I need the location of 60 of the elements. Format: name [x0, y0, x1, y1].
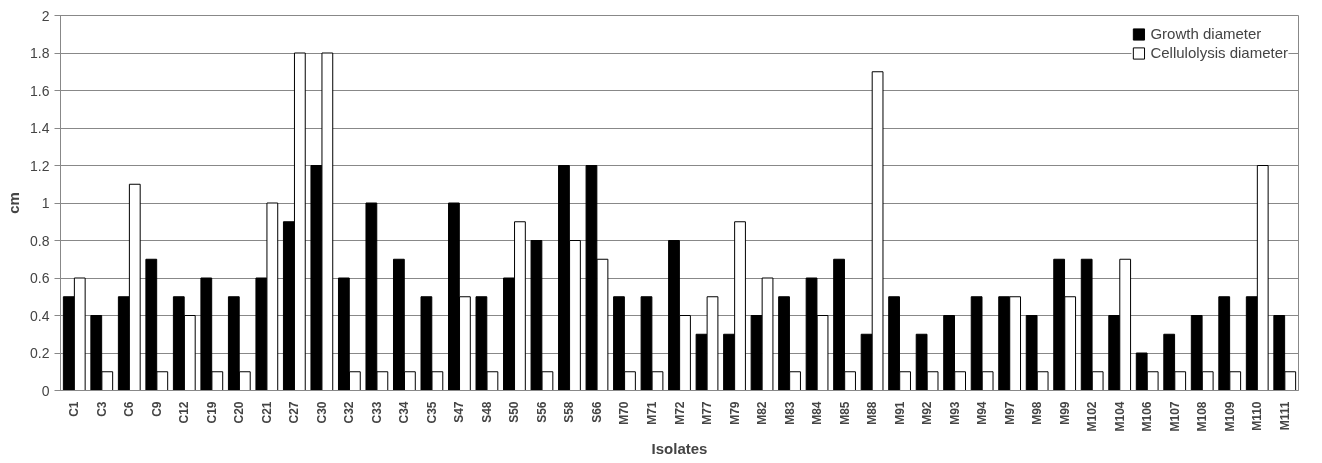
x-tick-label: C1: [67, 401, 82, 417]
x-tick-label: C32: [342, 401, 357, 424]
x-tick-label: M93: [947, 401, 962, 425]
x-tick-label: M98: [1030, 401, 1045, 425]
x-tick-label: M84: [810, 401, 825, 425]
x-axis-title: Isolates: [651, 439, 708, 457]
x-tick-label: C33: [369, 401, 384, 424]
x-tick-label: M82: [755, 401, 770, 425]
x-tick-label: M108: [1195, 401, 1210, 432]
y-tick-label: 0.2: [30, 345, 50, 361]
x-tick-label: C6: [122, 401, 137, 417]
x-tick-label: M99: [1057, 401, 1072, 425]
x-tick-label: M91: [892, 401, 907, 425]
x-tick-label: S47: [452, 401, 467, 423]
legend-label: Growth diameter: [1150, 25, 1262, 42]
x-tick-label: S50: [507, 401, 522, 423]
y-tick-label: 2: [41, 7, 50, 24]
y-tick-label: 0: [41, 382, 50, 399]
x-tick-label: S58: [562, 401, 577, 423]
x-tick-label: M92: [920, 401, 935, 425]
x-tick-label: M88: [865, 401, 880, 425]
x-tick-label: C9: [149, 401, 164, 417]
y-tick-label: 1.6: [30, 82, 50, 99]
x-tick-label: C12: [177, 401, 192, 424]
x-tick-label: C21: [259, 401, 274, 424]
y-tick-label: 0.8: [30, 232, 50, 249]
y-tick-label: 1.8: [30, 45, 50, 61]
x-tick-label: M70: [617, 401, 632, 425]
x-tick-label: C35: [424, 401, 439, 424]
x-tick-label: M77: [700, 401, 715, 425]
x-tick-label: M106: [1140, 401, 1155, 432]
x-tick-label: M94: [975, 401, 990, 425]
x-tick-label: S56: [534, 401, 549, 423]
x-tick-label: M72: [672, 401, 687, 425]
legend-label: Cellulolysis diameter: [1150, 44, 1288, 61]
x-tick-label: C19: [204, 401, 219, 424]
y-tick-label: 1: [41, 195, 50, 211]
x-tick-label: M97: [1002, 401, 1017, 425]
y-tick-label: 1.4: [30, 120, 50, 136]
x-tick-label: C3: [94, 401, 109, 417]
x-tick-label: M111: [1277, 401, 1292, 431]
x-tick-label: M71: [644, 401, 659, 425]
y-axis-title: cm: [5, 192, 23, 214]
y-tick-label: 0.4: [30, 307, 50, 324]
x-tick-label: S48: [479, 401, 494, 423]
x-tick-label: C27: [287, 401, 302, 424]
x-tick-label: M110: [1250, 401, 1265, 431]
x-tick-label: M102: [1085, 401, 1100, 432]
x-tick-label: C34: [397, 401, 412, 424]
x-tick-label: C30: [314, 401, 329, 424]
x-tick-label: M104: [1112, 401, 1127, 432]
x-tick-label: M107: [1167, 401, 1182, 432]
x-tick-label: C20: [232, 401, 247, 424]
x-tick-label: M79: [727, 401, 742, 425]
x-tick-label: M109: [1222, 401, 1237, 432]
x-tick-label: S66: [589, 401, 604, 423]
y-tick-label: 1.2: [30, 157, 50, 174]
x-tick-label: M85: [837, 401, 852, 425]
y-tick-label: 0.6: [30, 270, 50, 286]
x-tick-label: M83: [782, 401, 797, 425]
